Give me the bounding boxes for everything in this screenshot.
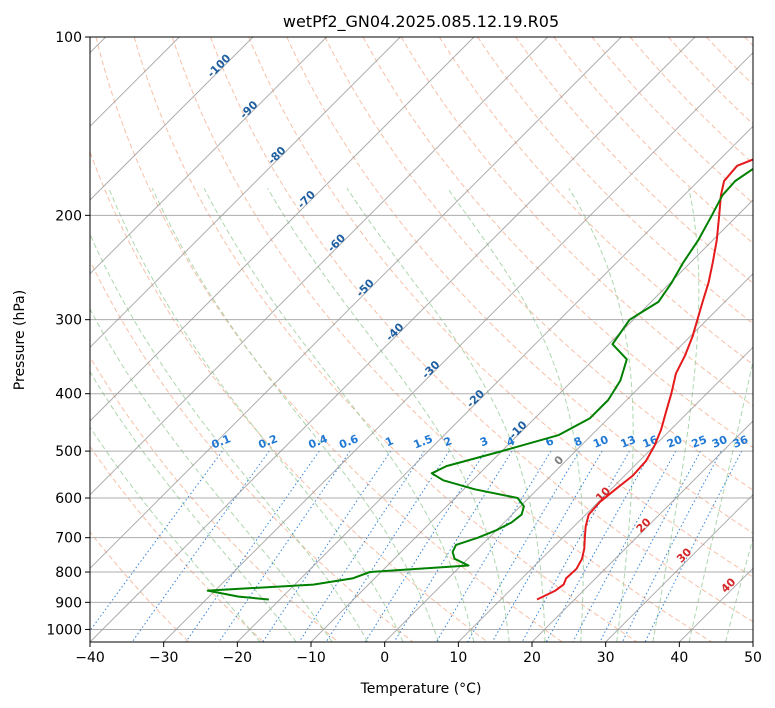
mixing-ratio-label: 3 <box>478 434 490 449</box>
y-tick-label: 100 <box>55 30 82 46</box>
isotherm-line <box>384 272 753 642</box>
isotherm-line <box>90 37 549 496</box>
isotherm-line <box>90 37 254 201</box>
mixing-ratio-line <box>435 450 552 642</box>
mixing-ratio-line <box>621 450 722 642</box>
moist-adiabat-line <box>90 370 297 642</box>
x-tick-label: 10 <box>449 650 467 666</box>
mixing-ratio-label: 36 <box>731 433 750 451</box>
moist-adiabat-line <box>447 187 584 642</box>
x-tick-label: 50 <box>744 650 762 666</box>
dry-adiabat-line <box>90 356 339 642</box>
mixing-ratio-label: 8 <box>572 434 584 449</box>
mixing-ratio-labels: 0.1 0.2 0.4 0.6 1 1.5 2 3 4 6 8 10 13 16 20 25 30 36 <box>210 432 751 451</box>
dry-adiabat-line <box>324 37 753 491</box>
y-axis-label: Pressure (hPa) <box>12 290 28 390</box>
dry-adiabat-line <box>210 37 753 623</box>
dry-adiabat-line <box>400 37 753 407</box>
background-lines <box>90 37 753 642</box>
mixing-ratio-line <box>364 450 486 642</box>
moist-adiabat-line <box>90 308 333 642</box>
isotherm-line <box>163 51 753 642</box>
plot-area <box>90 37 753 642</box>
y-tick-label: 900 <box>55 595 82 611</box>
mixing-ratio-label: 20 <box>665 433 684 451</box>
mixing-ratio-label: 1 <box>383 434 395 449</box>
dry-adiabat-line <box>95 37 563 642</box>
y-tick-label: 200 <box>55 208 82 224</box>
mixing-ratio-line <box>521 450 630 642</box>
dry-adiabat-line <box>438 37 753 366</box>
x-tick-label: −20 <box>223 650 253 666</box>
x-tick-label: 0 <box>380 650 389 666</box>
x-tick-label: −30 <box>149 650 179 666</box>
mixing-ratio-label: 25 <box>690 433 709 451</box>
y-tick-label: 400 <box>55 387 82 403</box>
isotherm-line <box>457 346 753 642</box>
y-axis: 100 200 300 400 500 600 700 800 900 1000 <box>46 30 90 638</box>
dry-adiabat-line <box>553 37 753 244</box>
plot-frame <box>89 36 754 643</box>
dry-adiabat-line <box>515 37 753 284</box>
mixing-ratio-line <box>218 450 351 642</box>
isotherm-line <box>605 493 753 642</box>
x-tick-label: −10 <box>296 650 326 666</box>
temperature-line <box>536 158 753 601</box>
mixing-ratio-line <box>467 450 580 642</box>
isotherm-line <box>90 37 401 349</box>
x-tick-label: 40 <box>670 650 688 666</box>
mixing-ratio-line <box>545 450 653 642</box>
dry-adiabat-line <box>286 37 753 534</box>
mixing-ratio-label: 2 <box>442 434 454 449</box>
chart-title: wetPf2_GN04.2025.085.12.19.R05 <box>283 12 559 32</box>
dry-adiabat-line <box>629 37 753 165</box>
isotherm-line <box>236 125 753 642</box>
mixing-ratio-label: 10 <box>591 433 610 451</box>
x-tick-label: −40 <box>75 650 105 666</box>
isotherm-line <box>310 199 753 642</box>
mixing-ratio-label: 13 <box>619 433 638 451</box>
profile-lines <box>206 158 753 601</box>
x-axis: −40 −30 −20 −10 0 10 20 30 40 50 <box>75 642 762 666</box>
dewpoint-line <box>206 167 753 601</box>
y-tick-label: 600 <box>55 491 82 507</box>
moist-adiabat-line <box>108 188 404 642</box>
isotherm-line <box>90 37 328 275</box>
dry-adiabat-line <box>171 37 712 642</box>
y-tick-label: 300 <box>55 313 82 329</box>
isotherm-line <box>90 37 475 422</box>
mixing-ratio-label: 30 <box>710 433 729 451</box>
y-tick-label: 500 <box>55 444 82 460</box>
moist-adiabat-line <box>90 232 369 642</box>
y-tick-label: 1000 <box>46 622 82 638</box>
x-tick-label: 30 <box>597 650 615 666</box>
isotherm-line <box>90 37 622 570</box>
moist-adiabat-line <box>90 426 261 642</box>
mixing-ratio-line <box>393 450 513 642</box>
mixing-ratio-line <box>491 450 603 642</box>
dry-adiabat-line <box>90 259 414 642</box>
y-tick-label: 700 <box>55 531 82 547</box>
moist-adiabat-line <box>203 187 475 642</box>
moist-adiabat-line <box>568 187 634 642</box>
mixing-ratio-line <box>572 450 677 642</box>
moist-adiabat-line <box>346 187 546 642</box>
dry-adiabat-line <box>248 37 753 578</box>
x-axis-label: Temperature (°C) <box>360 681 482 697</box>
moist-adiabat-line <box>652 188 700 642</box>
mixing-ratio-line <box>131 450 270 642</box>
moist-adiabat-line <box>267 187 510 642</box>
moist-adiabat-line <box>151 187 439 642</box>
x-tick-label: 20 <box>523 650 541 666</box>
mixing-ratio-line <box>599 450 701 642</box>
dry-adiabat-line <box>133 37 638 642</box>
isotherm-line <box>531 420 753 642</box>
isotherm-line <box>90 37 696 642</box>
y-tick-label: 800 <box>55 565 82 581</box>
dry-adiabat-line <box>90 445 264 642</box>
mixing-ratio-line <box>185 450 320 642</box>
